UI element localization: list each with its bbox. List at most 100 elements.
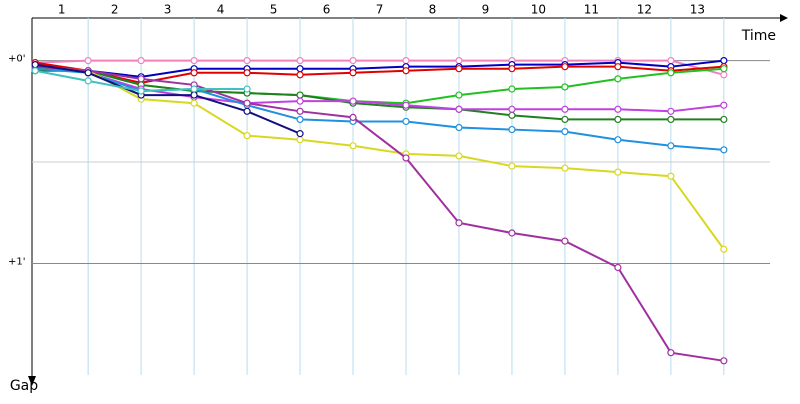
x-axis-arrow: [780, 14, 788, 22]
point: [720, 56, 728, 65]
point: [296, 130, 304, 138]
point: [84, 56, 92, 65]
point: [720, 245, 728, 253]
point: [455, 105, 463, 113]
point: [455, 123, 463, 132]
point: [561, 115, 569, 124]
x-tick-label: 1: [58, 3, 66, 17]
series-line: [35, 59, 725, 76]
point: [561, 164, 569, 172]
point: [667, 349, 675, 357]
point: [349, 142, 357, 150]
point: [720, 146, 728, 154]
x-tick-label: 4: [217, 3, 225, 17]
series-line: [35, 69, 724, 121]
point: [349, 56, 357, 65]
point: [561, 237, 569, 245]
point: [243, 85, 251, 93]
point: [31, 61, 39, 69]
point: [614, 168, 622, 176]
point: [243, 99, 251, 107]
point: [508, 162, 516, 170]
point: [349, 97, 357, 105]
point: [402, 101, 410, 109]
point: [508, 125, 516, 134]
point: [561, 105, 569, 113]
point: [84, 77, 92, 85]
series-line: [35, 65, 724, 362]
point: [561, 63, 569, 71]
point: [190, 56, 198, 65]
point: [190, 99, 198, 107]
point: [455, 56, 463, 65]
x-tick-label: 5: [270, 3, 278, 17]
point: [190, 69, 198, 77]
series-line: [35, 65, 725, 250]
series-line: [35, 59, 724, 78]
y-tick-label: +0': [8, 54, 26, 65]
point: [720, 357, 728, 365]
point: [561, 127, 569, 136]
point: [402, 117, 410, 126]
point: [508, 65, 516, 73]
point: [455, 152, 463, 160]
point: [720, 115, 728, 124]
point: [614, 75, 622, 83]
point: [137, 56, 145, 65]
point: [296, 91, 304, 99]
x-tick-label: 3: [164, 3, 172, 17]
y-axis-arrow: [28, 376, 36, 386]
point: [296, 71, 304, 79]
point: [667, 115, 675, 124]
point: [455, 65, 463, 73]
point: [402, 67, 410, 75]
point: [402, 56, 410, 65]
x-tick-label: 2: [111, 3, 119, 17]
point: [508, 111, 516, 119]
series-line: [35, 63, 301, 135]
x-tick-label: 9: [482, 3, 490, 17]
point: [296, 97, 304, 105]
point: [614, 63, 622, 71]
x-tick-label: 12: [637, 3, 652, 17]
point: [614, 105, 622, 113]
x-tick-label: 13: [690, 3, 705, 17]
point: [349, 69, 357, 77]
point: [402, 154, 410, 162]
point: [296, 56, 304, 65]
point: [614, 115, 622, 124]
x-tick-label: 10: [531, 3, 546, 17]
y-axis-label: Gap: [10, 378, 38, 394]
point: [614, 263, 622, 272]
point: [243, 107, 251, 115]
point: [296, 136, 304, 144]
point: [667, 69, 675, 77]
point: [508, 85, 516, 93]
point: [720, 71, 728, 79]
point: [455, 219, 463, 227]
y-tick-label: +1': [8, 256, 26, 267]
point: [190, 91, 198, 99]
x-axis-label: Time: [741, 28, 776, 44]
x-tick-label: 8: [429, 3, 437, 17]
point: [614, 136, 622, 144]
point: [84, 69, 92, 77]
point: [561, 83, 569, 91]
series-line: [35, 61, 724, 84]
point: [243, 56, 251, 65]
x-tick-label: 11: [584, 3, 599, 17]
point: [667, 172, 675, 180]
point: [508, 229, 516, 237]
point: [243, 69, 251, 77]
point: [190, 85, 198, 93]
point: [508, 105, 516, 113]
point: [137, 75, 145, 83]
point: [296, 65, 304, 73]
point: [137, 87, 145, 95]
point: [243, 132, 251, 140]
x-tick-label: 7: [376, 3, 384, 17]
point: [455, 91, 463, 99]
point: [667, 142, 675, 150]
point: [720, 65, 728, 73]
